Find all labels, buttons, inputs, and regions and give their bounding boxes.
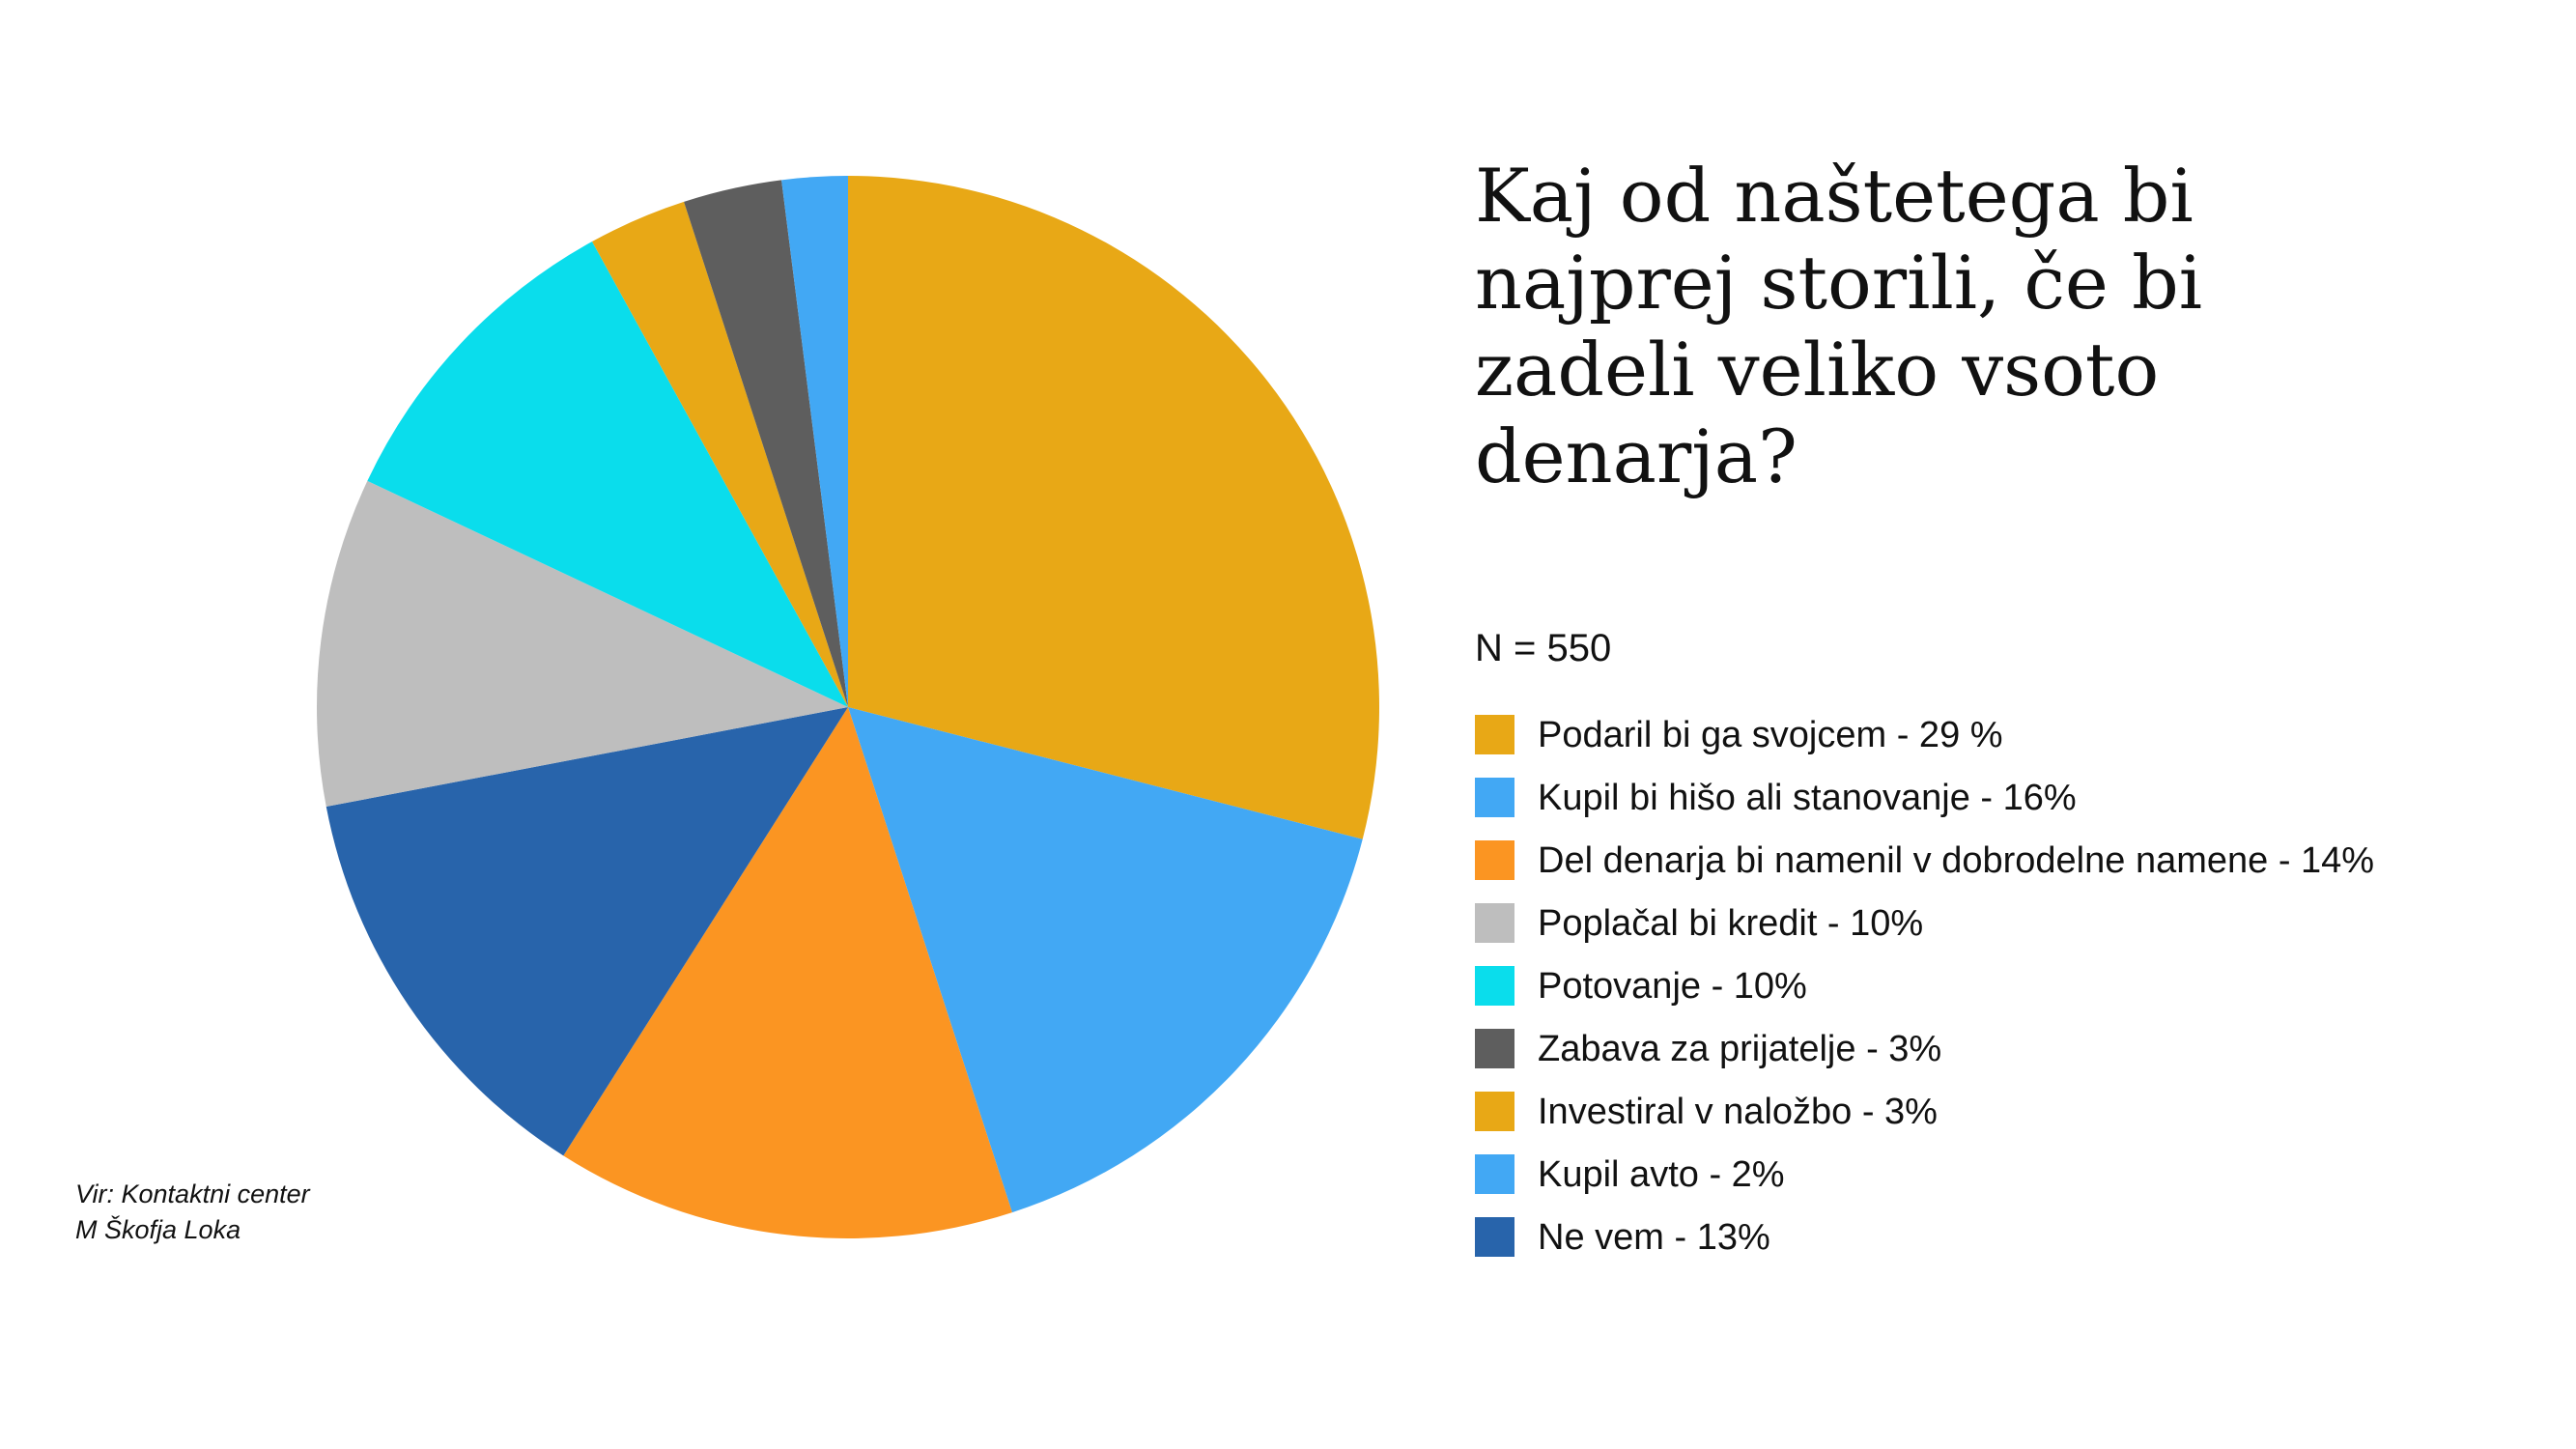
source-line-2: M Škofja Loka (75, 1215, 241, 1244)
legend-label: Zabava za prijatelje - 3% (1538, 1028, 1942, 1069)
legend-swatch (1475, 840, 1514, 880)
legend-item: Potovanje - 10% (1475, 954, 2374, 1017)
legend-swatch (1475, 903, 1514, 943)
legend-swatch (1475, 1217, 1514, 1257)
legend-swatch (1475, 1154, 1514, 1194)
legend-item: Kupil avto - 2% (1475, 1143, 2374, 1206)
source-note: Vir: Kontaktni center M Škofja Loka (75, 1177, 310, 1248)
legend-item: Poplačal bi kredit - 10% (1475, 892, 2374, 954)
legend-label: Podaril bi ga svojcem - 29 % (1538, 714, 2003, 755)
pie-slice-2 (848, 707, 1363, 1213)
pie-slice-6 (367, 242, 848, 707)
legend-item: Investiral v naložbo - 3% (1475, 1080, 2374, 1143)
legend-swatch (1475, 778, 1514, 817)
legend-item: Del denarja bi namenil v dobrodelne name… (1475, 829, 2374, 892)
legend-swatch (1475, 966, 1514, 1006)
legend-item: Podaril bi ga svojcem - 29 % (1475, 703, 2374, 766)
pie-slice-5 (316, 480, 848, 808)
legend: Podaril bi ga svojcem - 29 % Kupil bi hiš… (1475, 703, 2374, 1268)
pie-slice-8 (684, 180, 848, 708)
source-line-1: Vir: Kontaktni center (75, 1179, 310, 1208)
pie-slice-4 (326, 707, 848, 1156)
chart-title: Kaj od naštetega bi najprej storili, če … (1475, 153, 2203, 499)
legend-label: Potovanje - 10% (1538, 965, 1807, 1007)
legend-item: Kupil bi hišo ali stanovanje - 16% (1475, 766, 2374, 829)
pie-slice-7 (592, 201, 848, 708)
legend-label: Investiral v naložbo - 3% (1538, 1091, 1938, 1132)
legend-item: Zabava za prijatelje - 3% (1475, 1017, 2374, 1080)
pie-slice-1 (848, 176, 1379, 839)
legend-swatch (1475, 715, 1514, 754)
pie-slice-9 (781, 176, 848, 707)
legend-swatch (1475, 1092, 1514, 1131)
legend-swatch (1475, 1029, 1514, 1068)
legend-label: Poplačal bi kredit - 10% (1538, 902, 1924, 944)
legend-item: Ne vem - 13% (1475, 1206, 2374, 1268)
pie-slice-3 (563, 707, 1012, 1238)
legend-label: Kupil avto - 2% (1538, 1153, 1785, 1195)
legend-label: Del denarja bi namenil v dobrodelne name… (1538, 839, 2375, 881)
legend-label: Kupil bi hišo ali stanovanje - 16% (1538, 777, 2077, 818)
legend-label: Ne vem - 13% (1538, 1216, 1770, 1258)
sample-size-label: N = 550 (1475, 627, 1612, 669)
